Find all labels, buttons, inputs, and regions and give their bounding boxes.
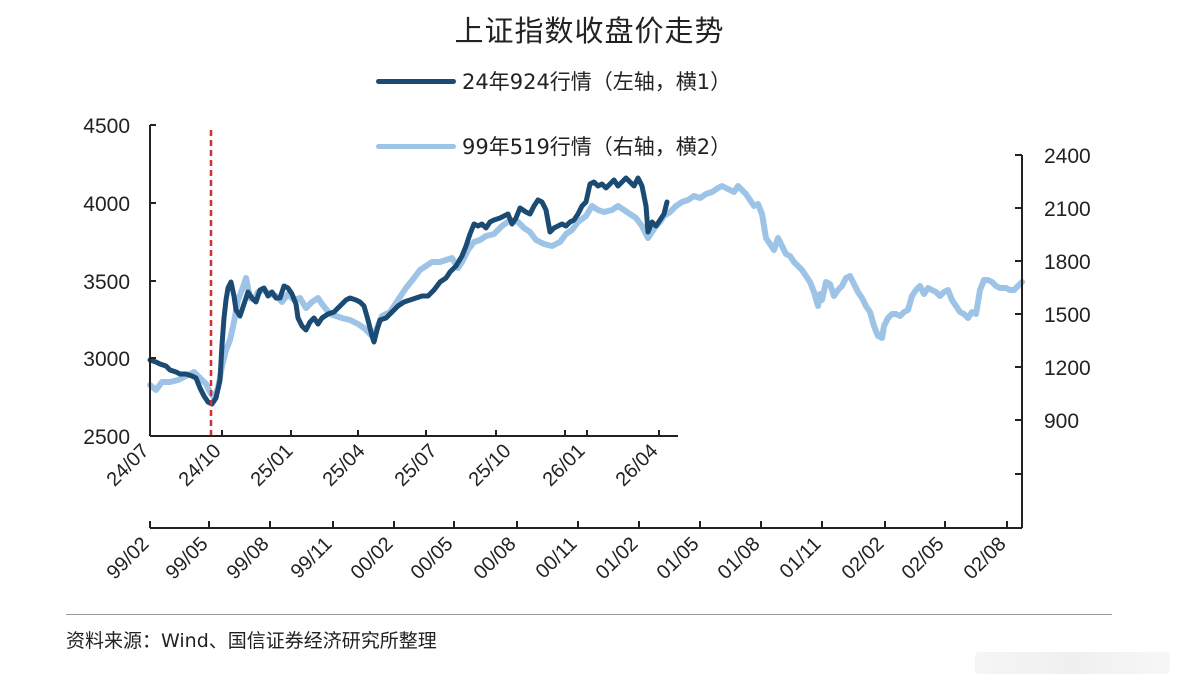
bottom-tick-label: 01/05 xyxy=(653,533,704,584)
left-tick-label: 4000 xyxy=(83,193,130,216)
bottom-tick-label: 01/08 xyxy=(714,533,765,584)
legend-label: 99年519行情（右轴，横2） xyxy=(462,135,732,159)
right-tick-label: 1500 xyxy=(1044,304,1091,327)
left-y-axis xyxy=(149,124,156,436)
right-tick-label: 1800 xyxy=(1044,251,1091,274)
bottom-tick-label: 00/11 xyxy=(532,533,582,583)
bottom-tick-label: 99/11 xyxy=(287,533,337,583)
series-2024-line xyxy=(147,175,670,407)
right-tick-label: 2400 xyxy=(1044,145,1091,168)
bottom-tick-label: 99/05 xyxy=(162,533,213,584)
legend-item-2024: 24年924行情（左轴，横1） xyxy=(376,66,731,96)
right-y-tick-labels: 2400 2100 1800 1500 1200 900 xyxy=(1044,145,1091,433)
top-tick-label: 26/04 xyxy=(612,440,663,491)
top-tick-label: 26/01 xyxy=(539,440,590,491)
left-tick-label: 3000 xyxy=(83,348,130,371)
bottom-tick-label: 00/05 xyxy=(407,533,458,584)
footer-divider xyxy=(66,614,1112,615)
left-tick-label: 3500 xyxy=(83,271,130,294)
bottom-tick-label: 02/05 xyxy=(898,533,949,584)
top-tick-label: 25/07 xyxy=(391,440,442,491)
legend-swatch-light xyxy=(376,143,456,149)
top-tick-label: 25/10 xyxy=(465,440,516,491)
watermark xyxy=(975,652,1170,674)
bottom-tick-label: 99/02 xyxy=(103,533,154,584)
top-tick-label: 25/04 xyxy=(319,440,370,491)
top-x-tick-labels: 24/07 24/10 25/01 25/04 25/07 25/10 26/0… xyxy=(103,440,663,491)
bottom-tick-label: 02/02 xyxy=(838,533,889,584)
right-y-axis xyxy=(1015,154,1023,528)
right-tick-label: 1200 xyxy=(1044,357,1091,380)
left-y-tick-labels: 4500 4000 3500 3000 2500 xyxy=(83,115,130,449)
source-note: 资料来源：Wind、国信证券经济研究所整理 xyxy=(66,630,437,652)
bottom-tick-label: 99/08 xyxy=(223,533,274,584)
bottom-tick-label: 01/11 xyxy=(776,533,826,583)
bottom-tick-label: 01/02 xyxy=(592,533,643,584)
bottom-x-axis xyxy=(149,521,1022,529)
right-tick-label: 2100 xyxy=(1044,198,1091,221)
top-x-axis xyxy=(150,430,678,437)
top-tick-label: 25/01 xyxy=(247,440,298,491)
bottom-tick-label: 02/08 xyxy=(960,533,1011,584)
legend-swatch-dark xyxy=(376,78,456,84)
chart-title: 上证指数收盘价走势 xyxy=(454,14,725,48)
legend-label: 24年924行情（左轴，横1） xyxy=(462,70,732,94)
top-tick-label: 24/10 xyxy=(175,440,226,491)
left-tick-label: 4500 xyxy=(83,115,130,138)
bottom-x-tick-labels: 99/02 99/05 99/08 99/11 00/02 00/05 00/0… xyxy=(103,533,1011,584)
bottom-tick-label: 00/02 xyxy=(347,533,398,584)
left-tick-label: 2500 xyxy=(83,426,130,449)
right-tick-label: 900 xyxy=(1044,410,1079,433)
legend-item-1999: 99年519行情（右轴，横2） xyxy=(376,131,731,161)
bottom-tick-label: 00/08 xyxy=(470,533,521,584)
